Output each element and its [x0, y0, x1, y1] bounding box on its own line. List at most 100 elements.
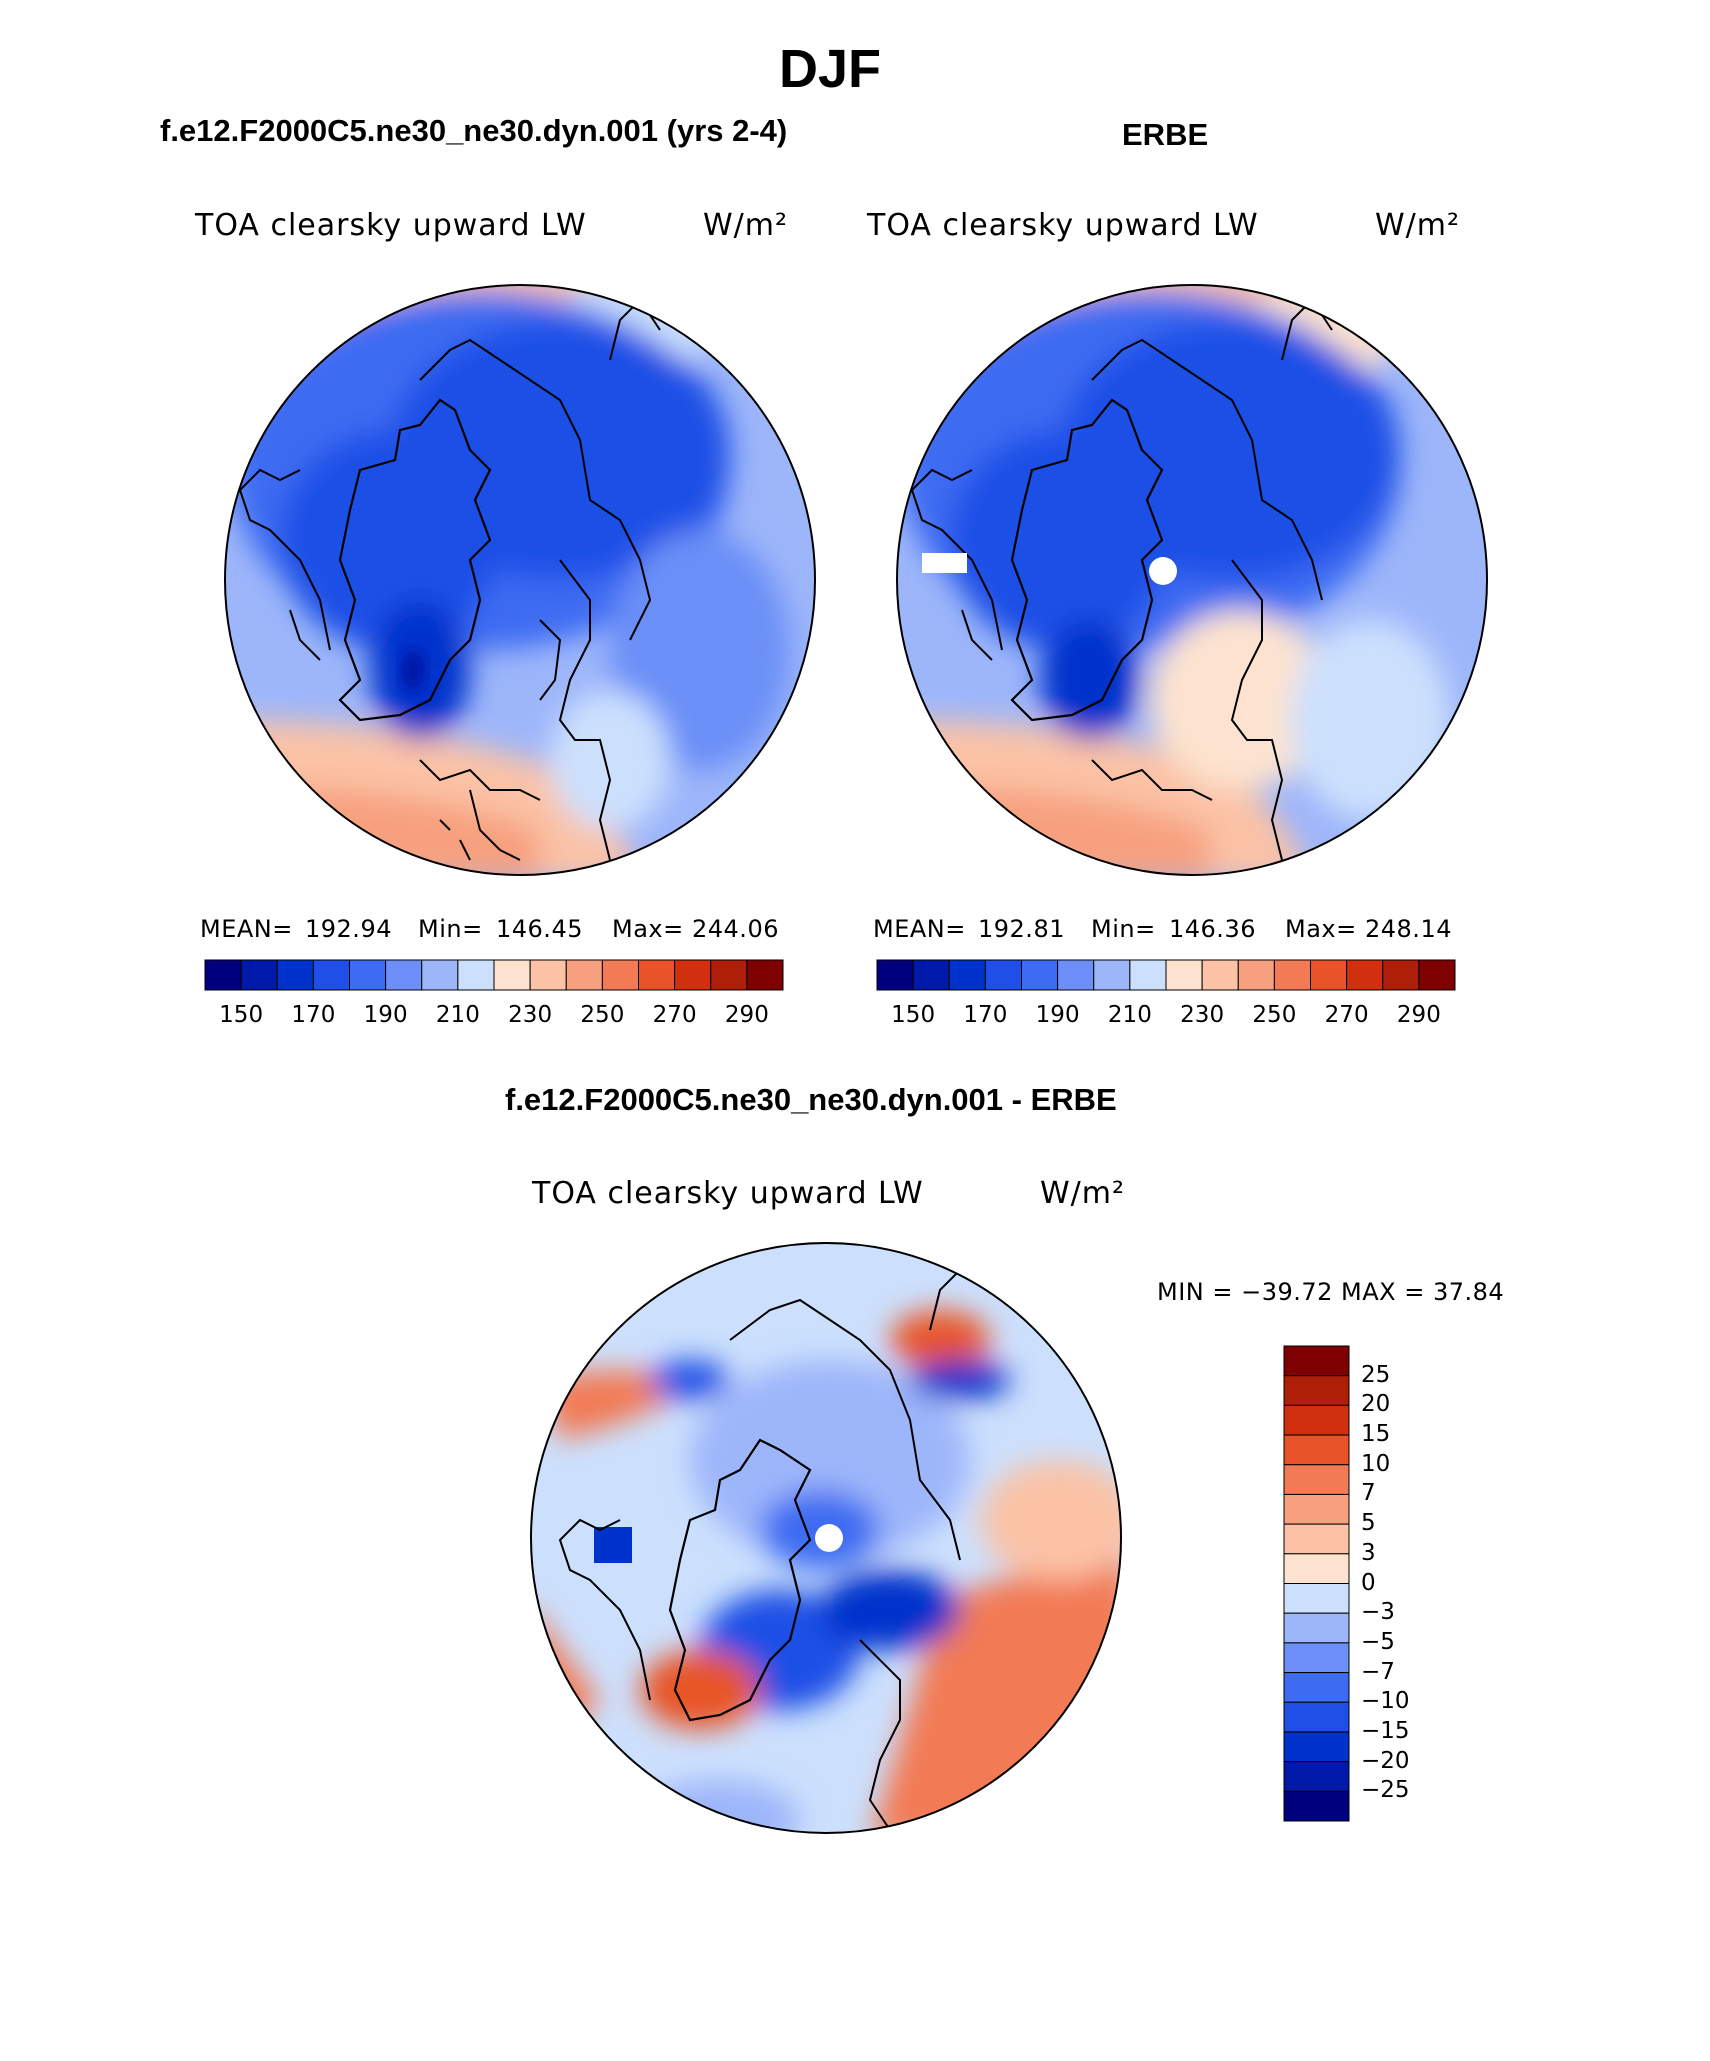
colorbar-panel2 [876, 959, 1456, 991]
colorbar-panel2-tick-label: 250 [1252, 1002, 1297, 1028]
panel2-units: W/m² [1375, 208, 1461, 243]
colorbar-panel1-tick-label: 250 [580, 1002, 625, 1028]
colorbar-panel1-tick-label: 290 [724, 1002, 769, 1028]
colorbar-difference-tick-label: 7 [1361, 1480, 1376, 1507]
colorbar-panel2-tick-label: 230 [1180, 1002, 1225, 1028]
colorbar-panel2-swatch [912, 959, 950, 991]
colorbar-panel1-swatch [385, 959, 423, 991]
panel1-mean-value: 192.94 [305, 915, 392, 943]
colorbar-panel2-tick-label: 290 [1396, 1002, 1441, 1028]
colorbar-difference-swatch [1283, 1404, 1350, 1436]
colorbar-panel2-swatch [1382, 959, 1420, 991]
colorbar-panel1-tick-label: 170 [291, 1002, 336, 1028]
panel2-mean-label: MEAN= [873, 915, 966, 943]
panel1-variable: TOA clearsky upward LW [195, 208, 587, 243]
panel2-min-value: 146.36 [1169, 915, 1256, 943]
panel2-mean-value: 192.81 [978, 915, 1065, 943]
colorbar-difference-swatch [1283, 1731, 1350, 1763]
colorbar-panel1-swatch [638, 959, 676, 991]
colorbar-panel1-tick-label: 150 [219, 1002, 264, 1028]
panel3-units: W/m² [1040, 1176, 1126, 1211]
colorbar-panel1-tick-label: 230 [508, 1002, 553, 1028]
colorbar-panel1-swatch [312, 959, 350, 991]
colorbar-panel2-swatch [1310, 959, 1348, 991]
colorbar-panel1-swatch [240, 959, 278, 991]
colorbar-panel2-tick-label: 170 [963, 1002, 1008, 1028]
panel1-mean-label: MEAN= [200, 915, 293, 943]
colorbar-panel2-swatch [1165, 959, 1203, 991]
colorbar-panel2-tick-label: 190 [1035, 1002, 1080, 1028]
panel2-max-label: Max= [1285, 915, 1357, 943]
colorbar-difference-tick-label: −10 [1361, 1688, 1410, 1715]
colorbar-panel1-swatch [276, 959, 314, 991]
colorbar-panel1-swatch [529, 959, 567, 991]
colorbar-difference-swatch [1283, 1553, 1350, 1584]
colorbar-panel2-swatch [1093, 959, 1131, 991]
colorbar-panel1-swatch [349, 959, 387, 991]
colorbar-panel2-swatch [984, 959, 1022, 991]
colorbar-panel2-tick-label: 210 [1107, 1002, 1152, 1028]
colorbar-panel2-swatch [876, 959, 914, 991]
colorbar-difference-swatch [1283, 1375, 1350, 1406]
map-panel3 [530, 1242, 1122, 1834]
colorbar-difference-tick-label: −25 [1361, 1777, 1410, 1804]
colorbar-panel2-swatch [1201, 959, 1239, 991]
colorbar-panel1-swatch [746, 959, 784, 991]
colorbar-difference-tick-label: −5 [1361, 1628, 1395, 1655]
panel2-title: ERBE [1122, 117, 1209, 152]
colorbar-panel2-tick-label: 150 [891, 1002, 936, 1028]
colorbar-difference-swatch [1283, 1434, 1350, 1466]
colorbar-panel2-swatch [1418, 959, 1456, 991]
panel3-variable: TOA clearsky upward LW [532, 1176, 924, 1211]
panel2-max-value: 248.14 [1365, 915, 1452, 943]
panel1-min-label: Min= [418, 915, 483, 943]
panel3-min-max: MIN = −39.72 MAX = 37.84 [1157, 1278, 1505, 1306]
colorbar-panel1-swatch [674, 959, 712, 991]
panel1-max-label: Max= [612, 915, 684, 943]
colorbar-difference-tick-label: 25 [1361, 1361, 1391, 1388]
colorbar-panel2-tick-label: 270 [1324, 1002, 1369, 1028]
colorbar-difference-tick-label: 15 [1361, 1421, 1391, 1448]
colorbar-difference-swatch [1283, 1701, 1350, 1733]
colorbar-panel1-swatch [493, 959, 531, 991]
colorbar-difference-tick-label: −7 [1361, 1658, 1395, 1685]
panel2-variable: TOA clearsky upward LW [867, 208, 1259, 243]
colorbar-panel2-swatch [1129, 959, 1167, 991]
colorbar-panel1-swatch [710, 959, 748, 991]
colorbar-panel1 [204, 959, 784, 991]
colorbar-difference-tick-label: 5 [1361, 1510, 1376, 1537]
colorbar-panel1-swatch [457, 959, 495, 991]
colorbar-difference-tick-label: −15 [1361, 1717, 1410, 1744]
map-panel1 [224, 284, 816, 876]
colorbar-difference-tick-label: 0 [1361, 1569, 1376, 1596]
colorbar-difference-swatch [1283, 1493, 1350, 1525]
colorbar-panel2-swatch [1057, 959, 1095, 991]
colorbar-difference-swatch [1283, 1642, 1350, 1674]
colorbar-panel1-tick-label: 270 [652, 1002, 697, 1028]
colorbar-difference-swatch [1283, 1345, 1350, 1377]
colorbar-difference-tick-label: −20 [1361, 1747, 1410, 1774]
colorbar-panel1-tick-label: 190 [363, 1002, 408, 1028]
colorbar-difference-tick-label: 10 [1361, 1450, 1391, 1477]
colorbar-panel2-swatch [1273, 959, 1311, 991]
panel1-title: f.e12.F2000C5.ne30_ne30.dyn.001 (yrs 2-4… [160, 113, 788, 148]
colorbar-difference-tick-label: −3 [1361, 1599, 1395, 1626]
panel1-units: W/m² [703, 208, 789, 243]
colorbar-difference-swatch [1283, 1672, 1350, 1703]
colorbar-difference-tick-label: 3 [1361, 1539, 1376, 1566]
colorbar-difference-swatch [1283, 1761, 1350, 1792]
colorbar-panel1-swatch [565, 959, 603, 991]
colorbar-panel1-swatch [601, 959, 639, 991]
figure-title: DJF [778, 39, 881, 99]
panel2-min-label: Min= [1091, 915, 1156, 943]
panel3-title: f.e12.F2000C5.ne30_ne30.dyn.001 - ERBE [505, 1082, 1117, 1117]
panel1-max-value: 244.06 [692, 915, 779, 943]
colorbar-panel2-swatch [1346, 959, 1384, 991]
panel1-min-value: 146.45 [496, 915, 583, 943]
map-panel2 [896, 284, 1488, 876]
colorbar-panel1-tick-label: 210 [435, 1002, 480, 1028]
colorbar-difference [1283, 1345, 1350, 1822]
colorbar-panel2-swatch [1237, 959, 1275, 991]
colorbar-difference-swatch [1283, 1583, 1350, 1614]
